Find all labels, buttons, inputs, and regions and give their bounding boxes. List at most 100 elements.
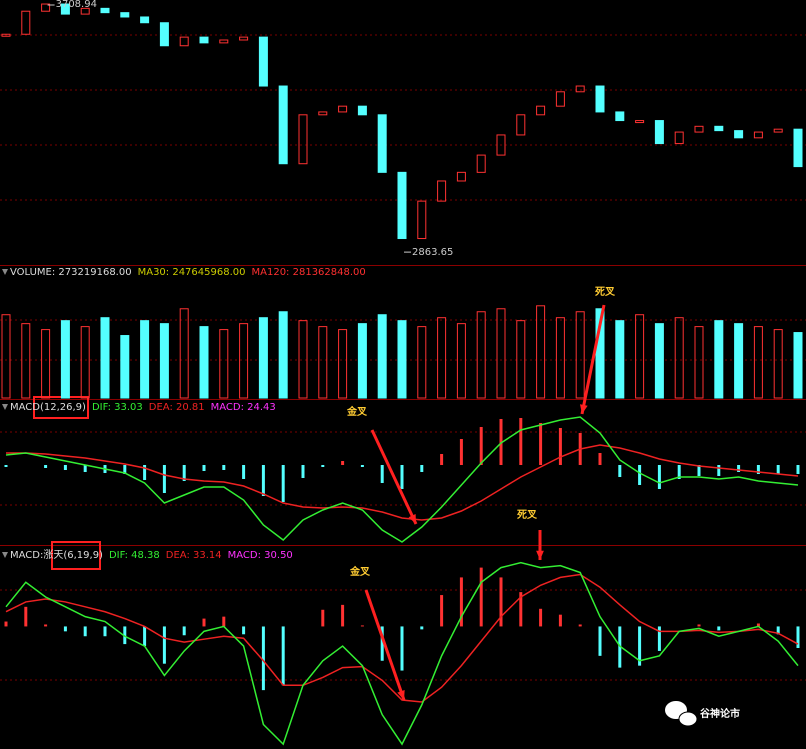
volume-bar [199, 326, 209, 399]
volume-bar [120, 335, 130, 399]
volume-bar [179, 308, 189, 399]
volume-bar [1, 314, 11, 399]
arrow [580, 304, 606, 415]
volume-bar [417, 326, 427, 399]
candle [1, 33, 11, 37]
candle [516, 114, 526, 136]
candle [159, 22, 169, 47]
candle [338, 105, 348, 113]
candle [753, 131, 763, 139]
volume-bar [397, 320, 407, 399]
volume-bar [338, 329, 348, 399]
candle [258, 36, 268, 87]
candle [714, 125, 724, 132]
candle [793, 128, 803, 168]
annotation: 金叉 [346, 405, 368, 418]
volume-bar [496, 308, 506, 399]
volume-bar [100, 317, 110, 399]
volume-bar [595, 308, 605, 399]
candle [199, 36, 209, 44]
volume-bar [456, 323, 466, 399]
candle [397, 171, 407, 240]
volume-bar [536, 305, 546, 399]
candle [179, 36, 189, 47]
panel-header: DEA: 33.14 [166, 550, 222, 561]
annotation: 金叉 [349, 565, 371, 578]
volume-bar [694, 326, 704, 399]
candle [100, 7, 110, 14]
volume-bar [516, 320, 526, 399]
panel-header: MACD:涨天(6,19,9) [10, 549, 103, 561]
dif-line [5, 561, 799, 746]
volume-bar [615, 320, 625, 399]
volume-bar [773, 329, 783, 399]
grid [0, 34, 806, 681]
candle [357, 105, 367, 116]
volume-bar [654, 323, 664, 399]
panel-header: DEA: 20.81 [149, 402, 205, 413]
candle [734, 130, 744, 139]
candle [456, 171, 466, 182]
volume-bar [278, 311, 288, 399]
panel-header: VOLUME: 273219168.00 [10, 267, 132, 278]
candle [476, 154, 486, 173]
candle [239, 36, 249, 41]
candle [635, 120, 645, 124]
candle [437, 180, 447, 202]
candle [496, 134, 506, 156]
volume-bar [41, 329, 51, 399]
arrow-head [397, 690, 405, 700]
candle [615, 111, 625, 122]
volume-bar [793, 332, 803, 399]
volume-bar [377, 314, 387, 399]
panel-header: MA120: 281362848.00 [252, 267, 366, 278]
panel-header: MA30: 247645968.00 [138, 267, 246, 278]
candle [41, 3, 51, 12]
volume-bar [357, 323, 367, 399]
annotation: 死叉 [517, 509, 538, 521]
volume-bar [674, 317, 684, 399]
candle [120, 12, 130, 18]
dif-line [5, 416, 799, 543]
candle [654, 120, 664, 145]
panel-icon [2, 269, 8, 275]
high-label: 3708.94 [56, 0, 97, 10]
panel-icon [2, 552, 8, 558]
arrow-head [408, 514, 416, 524]
volume-bar [714, 320, 724, 399]
dea-line [6, 444, 799, 521]
candle [60, 3, 70, 15]
panel-icon [2, 404, 8, 410]
volume-bar [219, 329, 229, 399]
candle [536, 105, 546, 116]
panel-header: MACD: 30.50 [228, 550, 293, 561]
volume-bar [60, 320, 70, 399]
candle [140, 16, 150, 24]
volume-bar [476, 311, 486, 399]
candle [773, 128, 783, 133]
panel-header: DIF: 48.38 [109, 550, 160, 561]
volume-bar [437, 317, 447, 399]
volume-bar [159, 323, 169, 399]
candle [694, 125, 704, 133]
dea-line [5, 573, 799, 703]
arrow-head [536, 550, 544, 560]
candle [377, 114, 387, 173]
candle [575, 85, 585, 93]
arrow [370, 429, 418, 525]
candle [318, 111, 328, 116]
volume-bar [298, 320, 308, 399]
candle [80, 7, 90, 15]
volume-bar [555, 317, 565, 399]
panel-borders [0, 265, 806, 546]
candle [219, 39, 229, 44]
volume-bar [258, 317, 268, 399]
annotation: 死叉 [595, 286, 616, 298]
arrow-head [580, 404, 588, 414]
volume-bar [575, 311, 585, 399]
panel-header: DIF: 33.03 [92, 402, 143, 413]
volume-bar [318, 326, 328, 399]
panel-header: MACD: 24.43 [211, 402, 276, 413]
